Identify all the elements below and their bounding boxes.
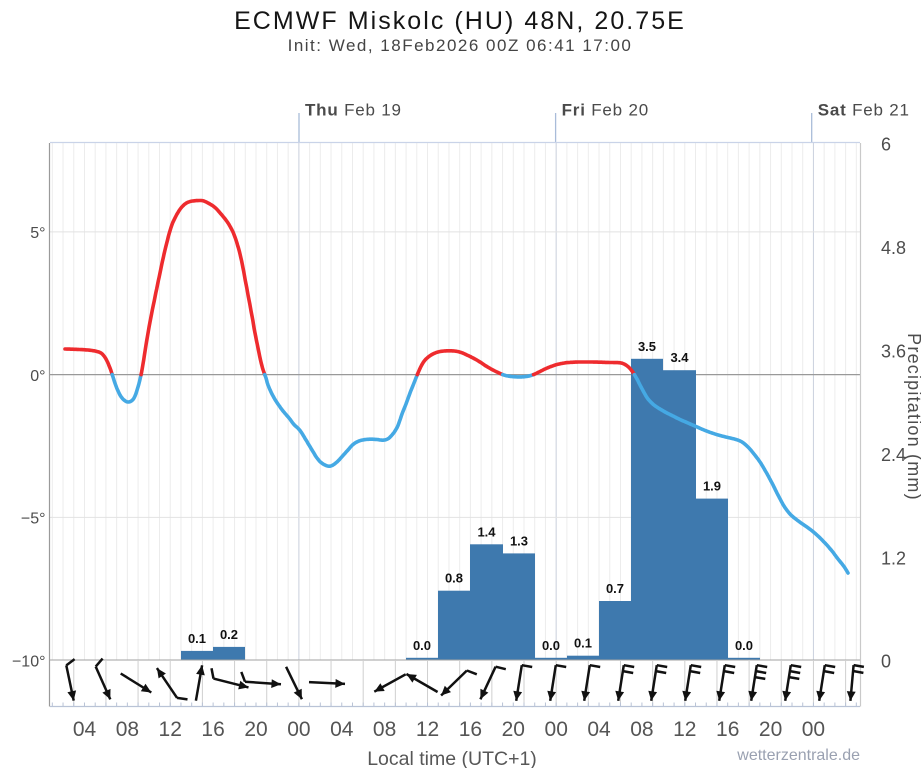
svg-text:3.5: 3.5 xyxy=(638,339,656,354)
svg-text:0.7: 0.7 xyxy=(606,581,624,596)
svg-text:08: 08 xyxy=(116,718,139,741)
svg-text:0.1: 0.1 xyxy=(188,631,206,646)
svg-text:1.9: 1.9 xyxy=(703,479,721,494)
svg-text:20: 20 xyxy=(244,718,267,741)
svg-text:0°: 0° xyxy=(30,368,45,385)
svg-text:00: 00 xyxy=(545,718,568,741)
svg-text:1.2: 1.2 xyxy=(881,548,906,568)
svg-text:5°: 5° xyxy=(30,225,45,242)
svg-text:16: 16 xyxy=(459,718,482,741)
svg-text:Sat Feb 21: Sat Feb 21 xyxy=(818,101,910,120)
svg-text:4.8: 4.8 xyxy=(881,238,906,258)
svg-text:04: 04 xyxy=(73,718,97,741)
svg-text:0.0: 0.0 xyxy=(542,638,560,653)
svg-text:−10°: −10° xyxy=(12,653,46,670)
svg-text:2.4: 2.4 xyxy=(881,445,906,465)
svg-text:0: 0 xyxy=(881,652,891,672)
svg-text:00: 00 xyxy=(802,718,825,741)
svg-text:Thu Feb 19: Thu Feb 19 xyxy=(305,101,402,120)
svg-text:3.4: 3.4 xyxy=(670,350,689,365)
svg-text:04: 04 xyxy=(330,718,354,741)
svg-text:0.0: 0.0 xyxy=(413,638,431,653)
svg-text:Precipitation (mm): Precipitation (mm) xyxy=(904,333,921,501)
svg-text:12: 12 xyxy=(159,718,182,741)
svg-text:1.4: 1.4 xyxy=(477,524,496,539)
svg-text:0.0: 0.0 xyxy=(735,638,753,653)
svg-text:Init: Wed, 18Feb2026 00Z 06:41: Init: Wed, 18Feb2026 00Z 06:41 17:00 xyxy=(288,36,633,55)
svg-text:3.6: 3.6 xyxy=(881,342,906,362)
svg-text:20: 20 xyxy=(759,718,782,741)
svg-text:16: 16 xyxy=(716,718,739,741)
svg-text:12: 12 xyxy=(673,718,696,741)
svg-text:20: 20 xyxy=(502,718,525,741)
svg-text:08: 08 xyxy=(630,718,653,741)
svg-text:ECMWF Miskolc (HU) 48N, 20.75E: ECMWF Miskolc (HU) 48N, 20.75E xyxy=(234,7,686,35)
svg-text:04: 04 xyxy=(587,718,611,741)
svg-text:Local time (UTC+1): Local time (UTC+1) xyxy=(367,748,537,768)
svg-text:0.2: 0.2 xyxy=(220,627,238,642)
svg-text:1.3: 1.3 xyxy=(510,533,528,548)
svg-text:6: 6 xyxy=(881,135,891,155)
svg-text:wetterzentrale.de: wetterzentrale.de xyxy=(736,747,860,764)
svg-text:00: 00 xyxy=(287,718,310,741)
svg-text:0.1: 0.1 xyxy=(574,636,592,651)
svg-text:08: 08 xyxy=(373,718,396,741)
svg-text:16: 16 xyxy=(201,718,224,741)
svg-text:12: 12 xyxy=(416,718,439,741)
svg-text:0.8: 0.8 xyxy=(445,571,463,586)
svg-text:−5°: −5° xyxy=(21,511,46,528)
svg-text:Fri Feb 20: Fri Feb 20 xyxy=(562,101,649,120)
